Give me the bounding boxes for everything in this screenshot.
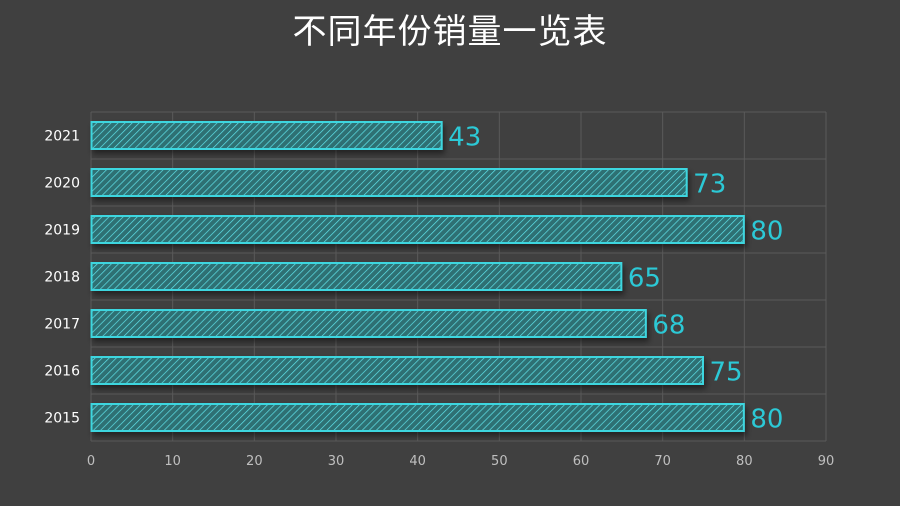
x-tick-label: 40: [409, 454, 426, 469]
data-label: 75: [710, 358, 743, 388]
bar: [90, 168, 688, 197]
y-tick-label: 2021: [44, 129, 80, 145]
x-tick-label: 0: [87, 454, 95, 469]
x-tick-label: 20: [246, 454, 263, 469]
y-tick-label: 2019: [44, 223, 80, 239]
x-axis: 0 10 20 30 40 50 60 70 80 90: [87, 454, 834, 469]
bar: [90, 215, 745, 244]
y-tick-label: 2017: [44, 317, 80, 333]
data-label: 80: [750, 217, 783, 247]
x-tick-label: 90: [818, 454, 835, 469]
data-label: 65: [628, 264, 661, 294]
x-tick-label: 50: [491, 454, 508, 469]
bar: [90, 309, 647, 338]
bar: [90, 121, 443, 150]
y-tick-label: 2018: [44, 270, 80, 286]
x-tick-label: 10: [164, 454, 181, 469]
y-tick-label: 2015: [44, 411, 80, 427]
y-tick-label: 2016: [44, 364, 80, 380]
data-label: 73: [693, 170, 726, 200]
x-tick-label: 60: [573, 454, 590, 469]
gridlines: [90, 111, 827, 442]
y-tick-label: 2020: [44, 176, 80, 192]
data-label: 68: [652, 311, 685, 341]
bar: [90, 262, 623, 291]
bar: [90, 356, 704, 385]
data-label: 80: [750, 405, 783, 435]
x-tick-label: 70: [654, 454, 671, 469]
x-tick-label: 80: [736, 454, 753, 469]
data-label: 43: [448, 123, 481, 153]
bar: [90, 403, 745, 432]
x-tick-label: 30: [328, 454, 345, 469]
chart-title: 不同年份销量一览表: [292, 12, 608, 52]
